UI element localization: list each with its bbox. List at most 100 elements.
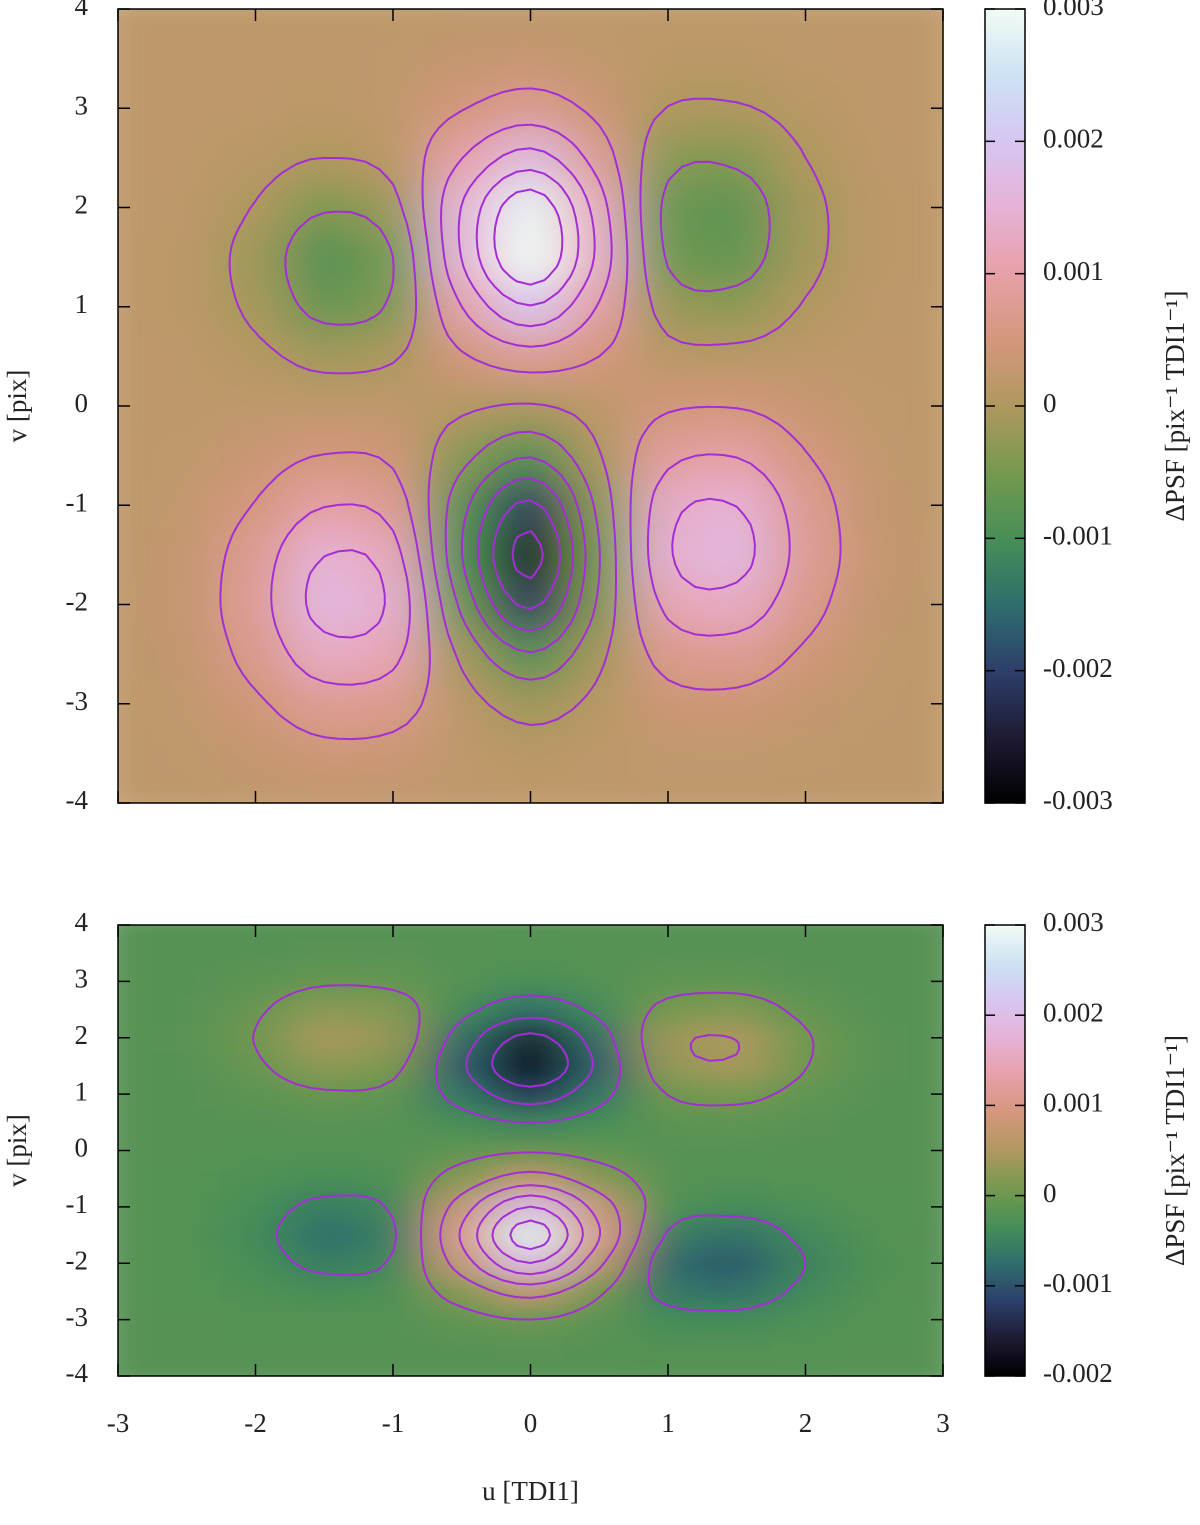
y-tick-label: -1 — [66, 487, 89, 517]
heatmap-cell — [564, 1333, 635, 1363]
heatmap-cell — [770, 994, 841, 1025]
heatmap-cell — [633, 529, 703, 581]
heatmap-cell — [151, 33, 222, 84]
heatmap-cell — [701, 728, 772, 779]
heatmap-cell — [839, 728, 910, 779]
heatmap-cell — [289, 1051, 360, 1081]
heatmap-cell — [770, 1220, 841, 1250]
colorbar-tick-label: -0.002 — [1043, 1358, 1113, 1388]
heatmap-cell — [908, 628, 943, 680]
heatmap-cell — [151, 1276, 222, 1307]
colorbar-tick-label: 0 — [1043, 1178, 1057, 1208]
heatmap-cell — [495, 1023, 566, 1053]
heatmap-cell — [908, 1333, 943, 1363]
heatmap-cell — [358, 281, 428, 333]
heatmap-cell — [770, 966, 841, 996]
heatmap-cell — [564, 33, 635, 84]
heatmap-cell — [701, 1333, 772, 1363]
y-tick-label: -4 — [66, 1358, 89, 1388]
heatmap-cell — [839, 1135, 910, 1166]
heatmap-cell — [151, 777, 222, 803]
heatmap-cell — [118, 1276, 153, 1307]
heatmap-cell — [839, 1333, 910, 1363]
contour-line — [476, 477, 574, 632]
heatmap-cell — [839, 1220, 910, 1250]
heatmap-cell — [118, 231, 153, 283]
heatmap-cell — [701, 529, 772, 581]
heatmap-cell — [564, 1361, 635, 1376]
heatmap-cell — [495, 479, 566, 531]
heatmap-cell — [564, 430, 635, 481]
heatmap-cell — [289, 1276, 360, 1307]
heatmap-cell — [151, 994, 222, 1025]
heatmap-cell — [564, 1276, 635, 1307]
heatmap-cell — [358, 966, 428, 996]
heatmap-cell — [839, 380, 910, 432]
x-axis-label: u [TDI1] — [482, 1476, 579, 1506]
heatmap-cell — [289, 579, 360, 630]
heatmap-cell — [426, 728, 497, 779]
heatmap-cell — [220, 82, 291, 134]
heatmap-cell — [289, 380, 360, 432]
heatmap-cell — [118, 132, 153, 184]
x-tick-label: 1 — [661, 1408, 675, 1438]
heatmap-cell — [220, 1164, 291, 1194]
heatmap-cell — [839, 331, 910, 382]
heatmap-cell — [839, 938, 910, 968]
contour-line — [465, 1016, 594, 1106]
heatmap-cell — [495, 628, 566, 680]
heatmap-cell — [839, 925, 910, 940]
heatmap-cell — [151, 966, 222, 996]
heatmap-cell — [220, 380, 291, 432]
heatmap-cell — [908, 728, 943, 779]
heatmap-cell — [495, 1051, 566, 1081]
contour-line — [252, 984, 815, 1321]
heatmap-cell — [151, 331, 222, 382]
heatmap-cell — [908, 1164, 943, 1194]
heatmap-cell — [908, 132, 943, 184]
heatmap-cell — [426, 938, 497, 968]
contour-line — [270, 123, 791, 686]
heatmap-cell — [908, 231, 943, 283]
heatmap-cell — [220, 966, 291, 996]
heatmap-cell — [839, 182, 910, 233]
x-tick-label: -2 — [244, 1408, 267, 1438]
heatmap-cell — [908, 777, 943, 803]
heatmap-cell — [839, 628, 910, 680]
heatmap-cell — [358, 1079, 428, 1109]
heatmap-cell — [151, 82, 222, 134]
heatmap-cell — [770, 728, 841, 779]
heatmap-cell — [220, 430, 291, 481]
heatmap-cell — [633, 281, 703, 333]
heatmap-cell — [495, 579, 566, 630]
heatmap-cell — [151, 1220, 222, 1250]
heatmap-cell — [118, 331, 153, 382]
contour-line — [439, 1034, 741, 1299]
heatmap-cell — [495, 1333, 566, 1363]
heatmap-cell — [426, 1333, 497, 1363]
heatmap-cell — [289, 1107, 360, 1137]
heatmap-cell — [908, 994, 943, 1025]
heatmap-cell — [633, 1135, 703, 1166]
heatmap-cell — [426, 777, 497, 803]
heatmap-cell — [289, 925, 360, 940]
heatmap-cells — [118, 925, 943, 1376]
heatmap-cell — [358, 132, 428, 184]
heatmap-cell — [564, 1051, 635, 1081]
colorbar-tick-label: -0.002 — [1043, 653, 1113, 683]
heatmap-cell — [839, 430, 910, 481]
heatmap-cell — [151, 1107, 222, 1137]
heatmap-cell — [151, 182, 222, 233]
heatmap-cell — [495, 331, 566, 382]
heatmap-cell — [908, 430, 943, 481]
heatmap-cell — [426, 430, 497, 481]
heatmap-cell — [770, 1192, 841, 1222]
heatmap-cell — [633, 938, 703, 968]
heatmap-cell — [151, 678, 222, 730]
heatmap-cell — [151, 281, 222, 333]
contours — [219, 87, 842, 741]
contour-line — [458, 1184, 601, 1286]
heatmap-cell — [564, 777, 635, 803]
heatmap-cell — [564, 728, 635, 779]
heatmap-cell — [564, 281, 635, 333]
